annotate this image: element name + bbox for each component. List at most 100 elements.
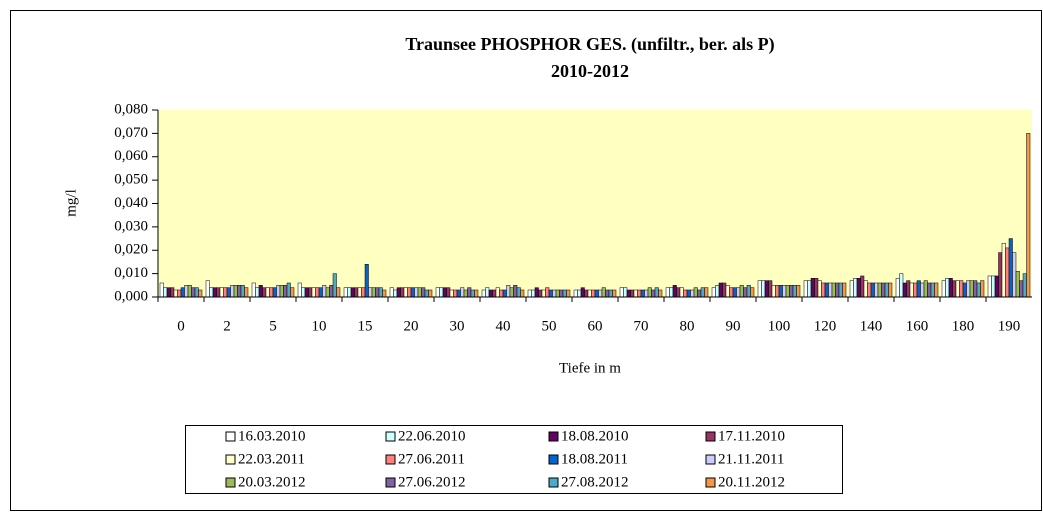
bar bbox=[456, 289, 461, 298]
legend-swatch bbox=[548, 454, 559, 465]
bar bbox=[378, 287, 383, 298]
y-tick-label: 0,000 bbox=[114, 288, 148, 304]
bar bbox=[205, 280, 210, 298]
bar bbox=[562, 289, 567, 298]
bar bbox=[177, 289, 182, 298]
bar bbox=[771, 285, 776, 298]
bar bbox=[669, 287, 674, 298]
bar bbox=[948, 278, 953, 298]
bar bbox=[301, 287, 306, 298]
bar bbox=[276, 285, 281, 298]
x-tick-label: 10 bbox=[312, 318, 327, 334]
bar bbox=[803, 280, 808, 298]
x-tick-label: 5 bbox=[269, 318, 277, 334]
legend-swatch bbox=[705, 454, 716, 465]
bar bbox=[860, 275, 865, 298]
bar bbox=[746, 285, 751, 298]
bar bbox=[173, 289, 178, 298]
legend-label: 22.06.2010 bbox=[398, 428, 466, 444]
x-tick-label: 0 bbox=[177, 318, 185, 334]
bar bbox=[672, 285, 677, 298]
bar bbox=[463, 289, 468, 298]
bar bbox=[407, 287, 412, 298]
bar bbox=[230, 285, 235, 298]
bar bbox=[481, 289, 486, 298]
bar bbox=[778, 285, 783, 298]
y-tick-label: 0,060 bbox=[114, 148, 148, 164]
x-tick-label: 190 bbox=[998, 318, 1021, 334]
bar bbox=[591, 289, 596, 298]
bar bbox=[552, 289, 557, 298]
bar bbox=[853, 278, 858, 298]
bar bbox=[902, 282, 907, 298]
bar bbox=[269, 287, 274, 298]
bar bbox=[782, 285, 787, 298]
bar bbox=[1001, 242, 1006, 298]
bar bbox=[757, 280, 762, 298]
bar bbox=[722, 282, 727, 298]
bar bbox=[325, 287, 330, 298]
bar bbox=[612, 289, 617, 298]
bar bbox=[467, 287, 472, 298]
bar bbox=[867, 282, 872, 298]
y-tick-label: 0,020 bbox=[114, 242, 148, 258]
bar bbox=[371, 287, 376, 298]
legend-label: 22.03.2011 bbox=[238, 451, 305, 467]
bar bbox=[715, 285, 720, 298]
bar bbox=[601, 287, 606, 298]
y-tick-label: 0,030 bbox=[114, 218, 148, 234]
x-tick-label: 100 bbox=[768, 318, 791, 334]
bar bbox=[297, 282, 302, 298]
bar bbox=[969, 280, 974, 298]
bar bbox=[640, 289, 645, 298]
x-tick-label: 80 bbox=[680, 318, 695, 334]
bar bbox=[828, 282, 833, 298]
legend-label: 27.08.2012 bbox=[561, 474, 629, 490]
bar bbox=[453, 289, 458, 298]
bar bbox=[262, 287, 267, 298]
bar bbox=[810, 278, 815, 298]
bar bbox=[658, 289, 663, 298]
legend-swatch bbox=[705, 477, 716, 488]
y-tick-label: 0,050 bbox=[114, 172, 148, 188]
bar bbox=[502, 289, 507, 298]
bar bbox=[1008, 238, 1013, 298]
legend-label: 20.03.2012 bbox=[238, 474, 306, 490]
bar bbox=[725, 285, 730, 298]
bar bbox=[608, 289, 613, 298]
bar bbox=[863, 280, 868, 298]
bar bbox=[976, 282, 981, 298]
bar bbox=[223, 287, 228, 298]
bar bbox=[605, 289, 610, 298]
bar bbox=[375, 287, 380, 298]
bar bbox=[991, 275, 996, 298]
legend-label: 21.11.2011 bbox=[718, 451, 784, 467]
legend-swatch bbox=[225, 431, 236, 442]
bar bbox=[623, 287, 628, 298]
x-tick-label: 60 bbox=[588, 318, 603, 334]
bar bbox=[980, 280, 985, 298]
bar bbox=[920, 282, 925, 298]
y-tick-label: 0,070 bbox=[114, 125, 148, 141]
x-tick-label: 160 bbox=[906, 318, 929, 334]
bar bbox=[424, 289, 429, 298]
bar bbox=[311, 287, 316, 298]
bar bbox=[209, 287, 214, 298]
bar bbox=[219, 287, 224, 298]
legend-swatch bbox=[385, 477, 396, 488]
y-tick-label: 0,080 bbox=[114, 101, 148, 117]
x-tick-label: 70 bbox=[634, 318, 649, 334]
bar bbox=[283, 285, 288, 298]
bar bbox=[683, 289, 688, 298]
bar bbox=[580, 287, 585, 298]
bar bbox=[233, 285, 238, 298]
legend-label: 27.06.2012 bbox=[398, 474, 466, 490]
bar bbox=[916, 280, 921, 298]
bar bbox=[212, 287, 217, 298]
bar bbox=[739, 285, 744, 298]
bar bbox=[166, 287, 171, 298]
bar bbox=[414, 287, 419, 298]
bar bbox=[987, 275, 992, 298]
bar bbox=[382, 289, 387, 298]
